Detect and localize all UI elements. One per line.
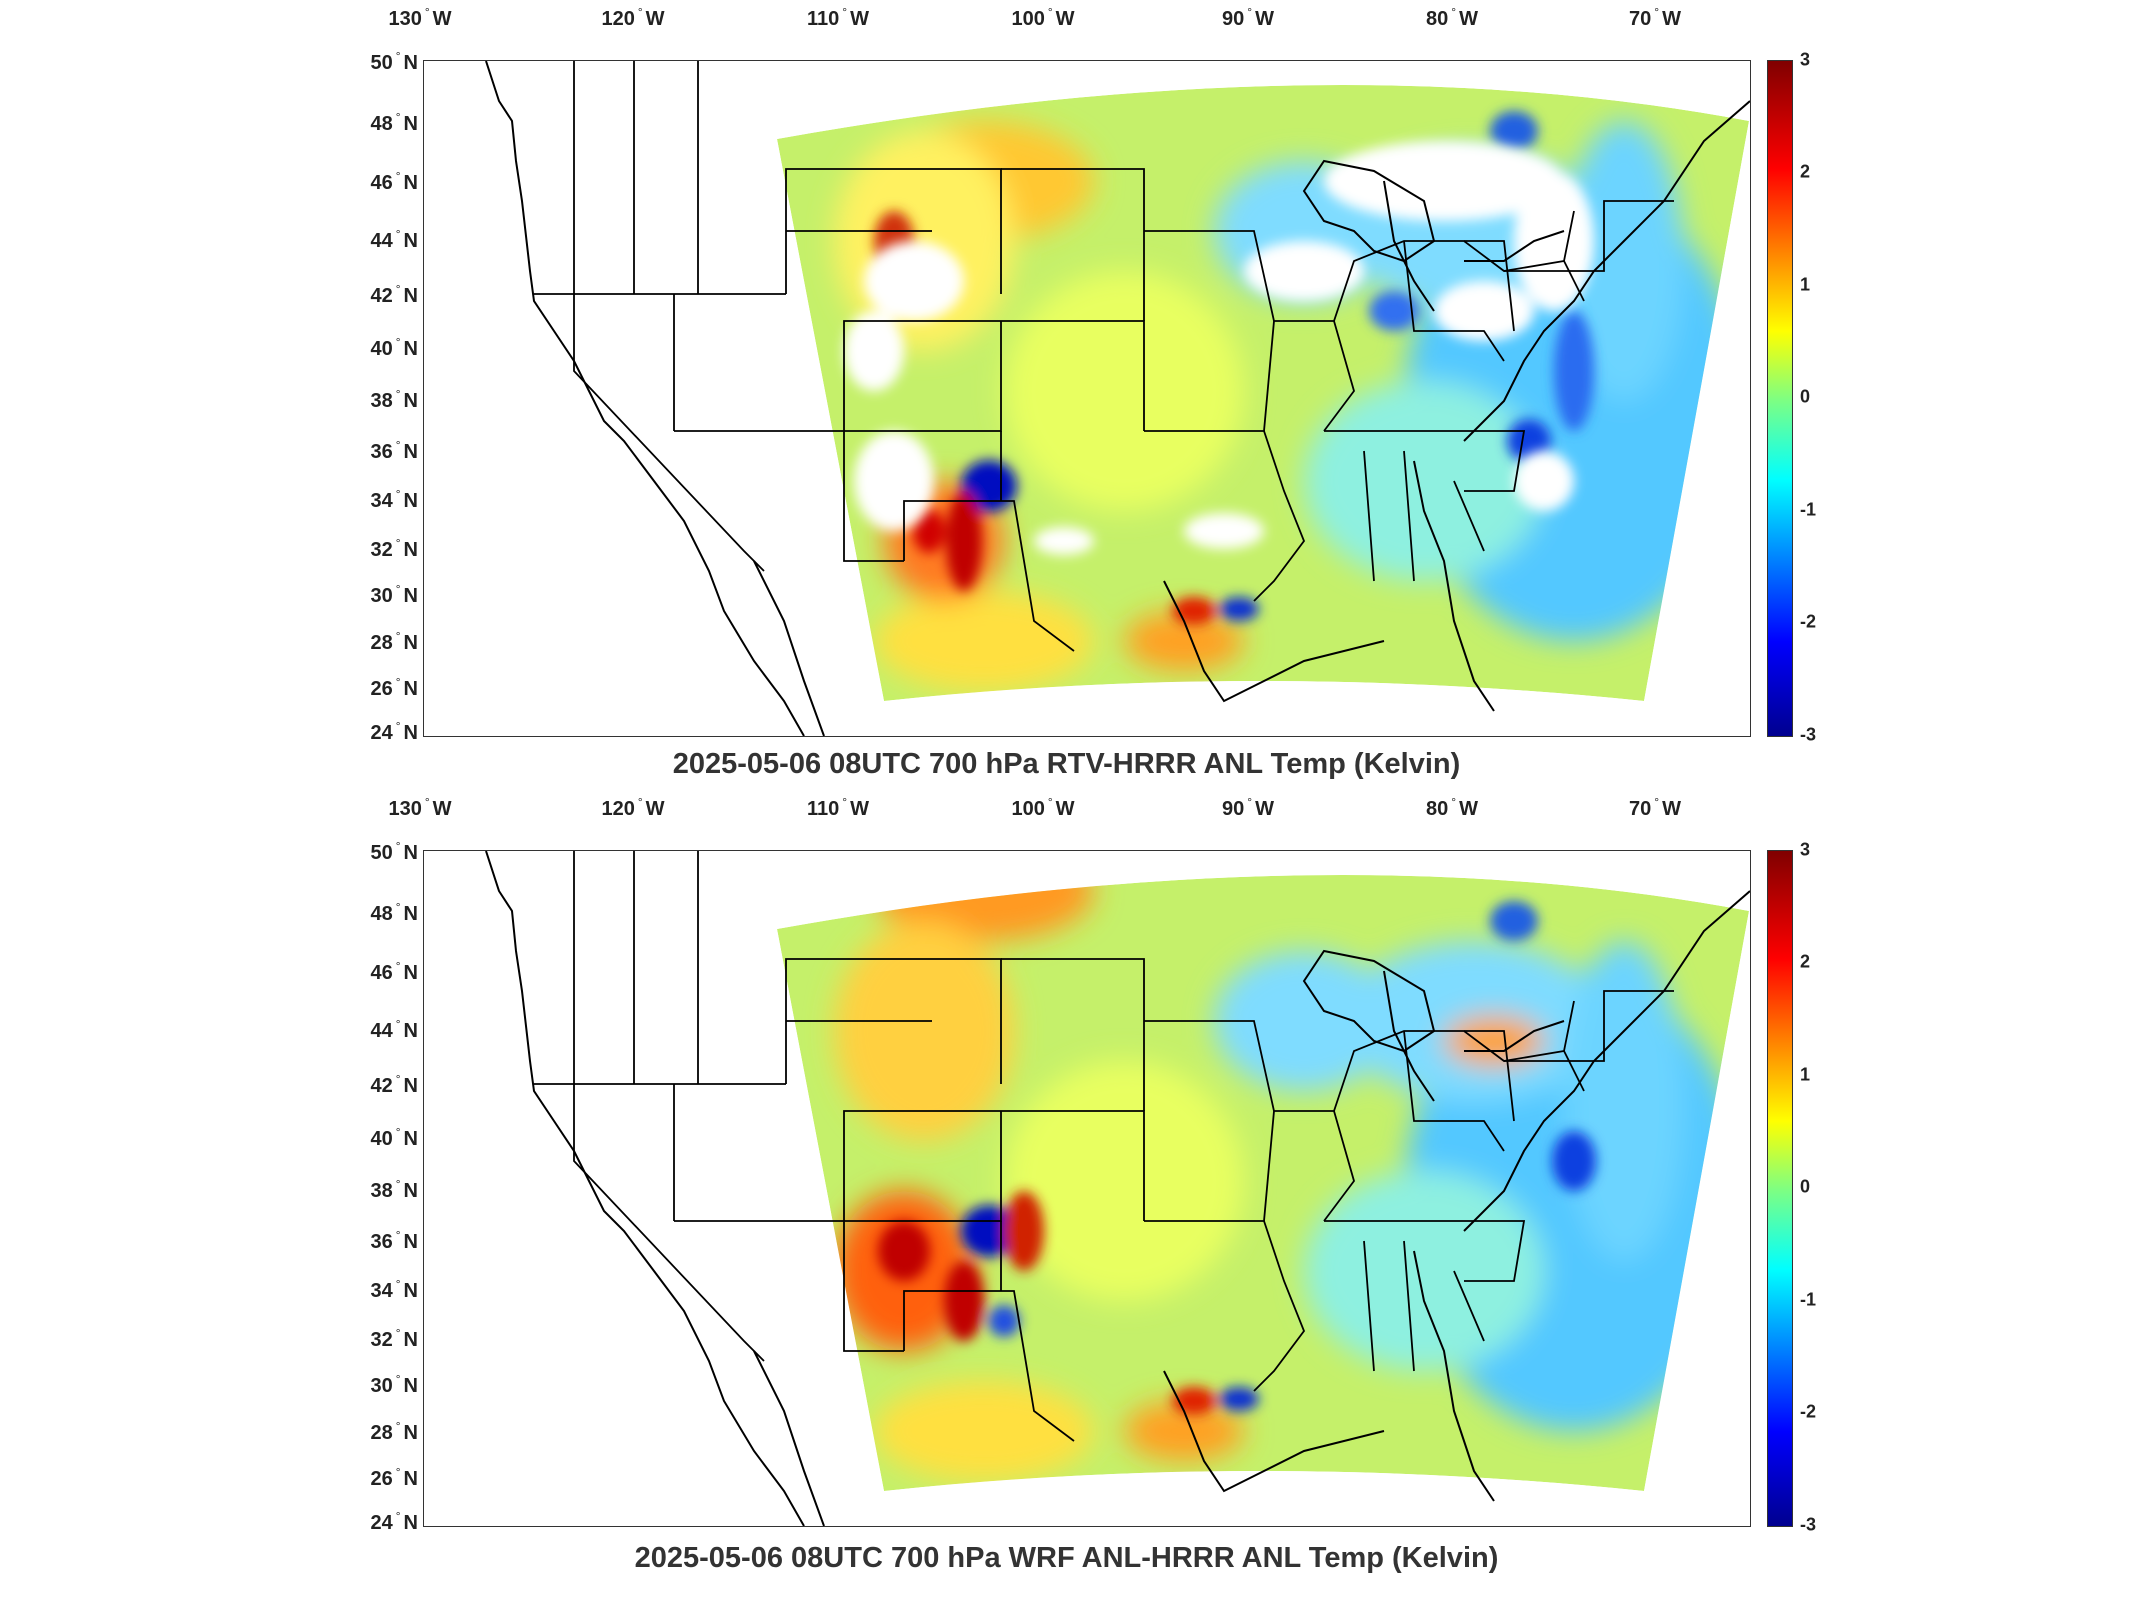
lat-label: 44 ° N xyxy=(370,1017,418,1042)
data-field xyxy=(777,85,1749,702)
coastlines xyxy=(485,61,1750,736)
map-plot-area xyxy=(423,850,1751,1527)
lat-label: 26 ° N xyxy=(370,675,418,700)
lon-label: 80 ° W xyxy=(1426,795,1478,820)
lon-label: 90 ° W xyxy=(1222,5,1274,30)
bottom-map-panel: 130 ° W 120 ° W 110 ° W 100 ° W 90 ° W 80 ° W 70 ° W 5… xyxy=(0,790,2133,1600)
lon-label: 70 ° W xyxy=(1629,5,1681,30)
colorbar-tick: -3 xyxy=(1800,724,1817,745)
lat-label: 48 ° N xyxy=(370,110,418,135)
colorbar-tick: -1 xyxy=(1800,1289,1817,1310)
lon-label: 120 ° W xyxy=(601,5,665,30)
coastlines xyxy=(485,851,1750,1526)
colorbar-tick: -2 xyxy=(1800,611,1817,632)
state-borders xyxy=(534,851,1674,1442)
map-plot-area xyxy=(423,60,1751,737)
lat-label: 34 ° N xyxy=(370,487,418,512)
lon-label: 90 ° W xyxy=(1222,795,1274,820)
lat-label: 26 ° N xyxy=(370,1465,418,1490)
lat-label: 44 ° N xyxy=(370,227,418,252)
lat-label: 48 ° N xyxy=(370,900,418,925)
colorbar-tick: 3 xyxy=(1800,839,1811,860)
lat-label: 28 ° N xyxy=(370,1419,418,1444)
colorbar xyxy=(1767,60,1793,737)
lat-label: 24 ° N xyxy=(370,719,418,744)
lon-label: 120 ° W xyxy=(601,795,665,820)
panel-title: 2025-05-06 08UTC 700 hPa RTV-HRRR ANL Te… xyxy=(672,748,1461,780)
colorbar-tick: -2 xyxy=(1800,1401,1817,1422)
colorbar-tick: 0 xyxy=(1800,1176,1811,1197)
great-lakes xyxy=(1302,949,1565,1102)
lat-label: 42 ° N xyxy=(370,1072,418,1097)
lon-label: 80 ° W xyxy=(1426,5,1478,30)
lon-label: 110 ° W xyxy=(807,795,869,820)
lon-label: 100 ° W xyxy=(1011,5,1075,30)
lat-label: 24 ° N xyxy=(370,1509,418,1534)
state-borders xyxy=(534,61,1674,652)
great-lakes xyxy=(1302,159,1565,312)
lon-label: 70 ° W xyxy=(1629,795,1681,820)
colorbar-tick: 3 xyxy=(1800,49,1811,70)
lat-label: 38 ° N xyxy=(370,387,418,412)
lat-label: 40 ° N xyxy=(370,335,418,360)
lat-label: 30 ° N xyxy=(370,582,418,607)
lat-label: 36 ° N xyxy=(370,1228,418,1253)
lon-label: 100 ° W xyxy=(1011,795,1075,820)
lat-label: 42 ° N xyxy=(370,282,418,307)
lat-label: 34 ° N xyxy=(370,1277,418,1302)
lat-label: 46 ° N xyxy=(370,959,418,984)
lat-label: 36 ° N xyxy=(370,438,418,463)
top-map-panel: 130 ° W 120 ° W 110 ° W 100 ° W 90 ° W 80 ° W 70 ° W 5… xyxy=(0,0,2133,790)
lon-label: 110 ° W xyxy=(807,5,869,30)
colorbar-tick: 1 xyxy=(1800,1064,1811,1085)
lon-label: 130 ° W xyxy=(388,795,452,820)
colorbar-tick: 2 xyxy=(1800,951,1811,972)
colorbar-tick: 0 xyxy=(1800,386,1811,407)
colorbar xyxy=(1767,850,1793,1527)
data-field xyxy=(777,875,1749,1491)
lat-label: 50 ° N xyxy=(370,839,418,864)
colorbar-tick: 2 xyxy=(1800,161,1811,182)
panel-title: 2025-05-06 08UTC 700 hPa WRF ANL-HRRR AN… xyxy=(634,1542,1499,1574)
lat-label: 32 ° N xyxy=(370,536,418,561)
colorbar-tick: 1 xyxy=(1800,274,1811,295)
lat-label: 46 ° N xyxy=(370,169,418,194)
lat-label: 40 ° N xyxy=(370,1125,418,1150)
temperature-map xyxy=(485,61,1750,736)
lat-label: 28 ° N xyxy=(370,629,418,654)
lat-label: 30 ° N xyxy=(370,1372,418,1397)
lat-label: 32 ° N xyxy=(370,1326,418,1351)
temperature-map xyxy=(485,851,1750,1526)
lat-label: 38 ° N xyxy=(370,1177,418,1202)
lon-label: 130 ° W xyxy=(388,5,452,30)
colorbar-tick: -3 xyxy=(1800,1514,1817,1535)
lat-label: 50 ° N xyxy=(370,49,418,74)
colorbar-tick: -1 xyxy=(1800,499,1817,520)
